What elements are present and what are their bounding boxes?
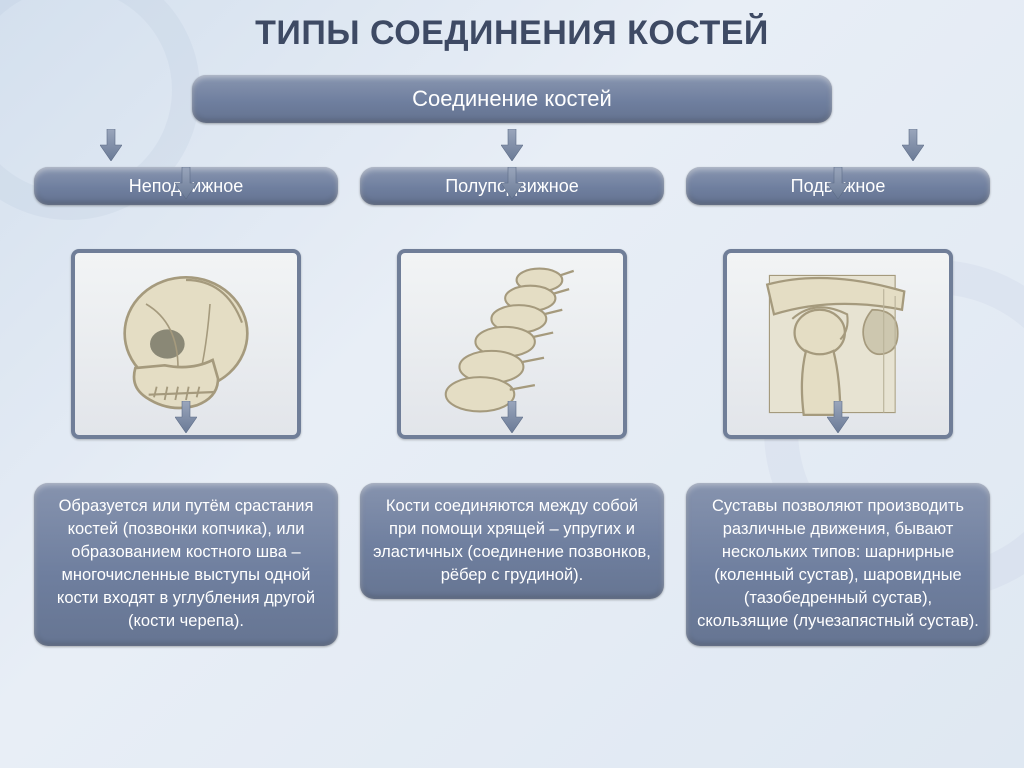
column-semi: ПолуподвижноеКости соединяются между соб…: [360, 167, 664, 646]
arrow-icon: [902, 129, 924, 161]
diagram-container: Соединение костей НеподвижноеОбразуется …: [0, 53, 1024, 646]
arrow-icon: [175, 401, 197, 433]
arrow-icon: [827, 167, 849, 199]
root-pill-label: Соединение костей: [412, 86, 612, 112]
arrow-icon: [501, 129, 523, 161]
arrow-icon: [501, 401, 523, 433]
description-box-semi: Кости соединяются между собой при помощи…: [360, 483, 664, 599]
column-mobile: ПодвижноеСуставы позволяют производить р…: [686, 167, 990, 646]
spine-icon: [422, 264, 602, 424]
shoulder-joint-icon: [748, 264, 928, 424]
description-box-immobile: Образуется или путём срастания костей (п…: [34, 483, 338, 646]
page-title: ТИПЫ СОЕДИНЕНИЯ КОСТЕЙ: [0, 0, 1024, 53]
arrow-icon: [175, 167, 197, 199]
skull-icon: [96, 264, 276, 424]
columns-row: НеподвижноеОбразуется или путём срастани…: [34, 167, 990, 646]
arrow-icon: [827, 401, 849, 433]
description-box-mobile: Суставы позволяют производить различные …: [686, 483, 990, 646]
column-immobile: НеподвижноеОбразуется или путём срастани…: [34, 167, 338, 646]
root-pill: Соединение костей: [192, 75, 832, 123]
arrow-icon: [501, 167, 523, 199]
arrow-icon: [100, 129, 122, 161]
